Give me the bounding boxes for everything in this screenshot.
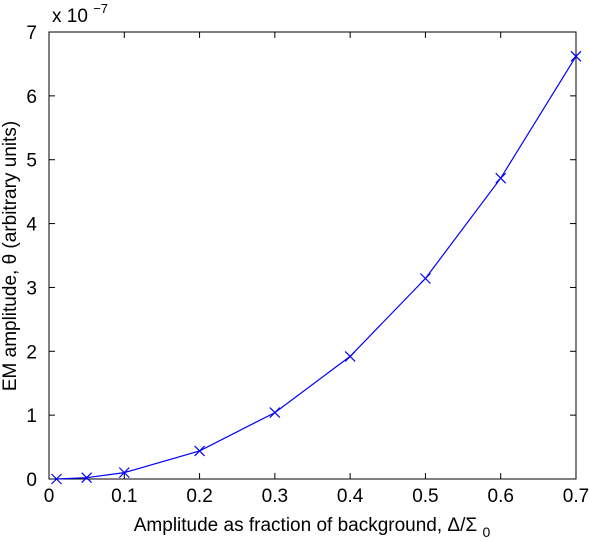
data-point-marker xyxy=(51,473,62,485)
x-tick-label: 0.6 xyxy=(488,486,514,507)
marker-stroke xyxy=(81,472,93,484)
data-point-marker xyxy=(81,472,93,484)
y-tick-label: 6 xyxy=(26,87,37,108)
tick-labels: 0 0.1 0.2 0.3 0.4 0.5 0.6 0.7 0 1 2 3 4 5 6 7 xyxy=(26,23,589,507)
x-axis-label-main: Amplitude as fraction of background, Δ/Σ xyxy=(134,515,477,536)
data-point-marker xyxy=(495,172,507,184)
x-tick-label: 0.4 xyxy=(337,486,364,507)
y-multiplier-base: x 10 xyxy=(52,6,88,27)
y-tick-label: 4 xyxy=(26,215,37,236)
y-tick-label: 0 xyxy=(26,470,37,491)
marker-stroke xyxy=(420,273,431,284)
x-tick-label: 0.3 xyxy=(262,486,288,507)
y-tick-label: 1 xyxy=(26,406,37,427)
y-tick-label: 5 xyxy=(26,151,37,172)
marker-stroke xyxy=(51,473,62,485)
marker-stroke xyxy=(118,467,130,479)
x-tick-label: 0.5 xyxy=(412,486,438,507)
data-point-marker xyxy=(269,407,281,419)
data-point-marker xyxy=(194,445,205,457)
marker-stroke xyxy=(269,407,281,419)
y-axis-label: EM amplitude, θ (arbitrary units) xyxy=(0,121,21,391)
y-multiplier-exponent: −7 xyxy=(93,1,108,16)
y-tick-label: 2 xyxy=(26,342,37,363)
tick-marks xyxy=(48,31,577,480)
plot-area xyxy=(48,31,577,480)
series-group xyxy=(51,50,582,485)
x-tick-label: 0.1 xyxy=(111,486,137,507)
y-tick-label: 7 xyxy=(26,23,37,44)
y-multiplier: x 10 −7 xyxy=(52,1,108,27)
y-tick-label: 3 xyxy=(26,278,37,299)
x-axis-label-subscript: 0 xyxy=(482,524,490,540)
x-tick-label: 0.7 xyxy=(563,486,589,507)
marker-stroke xyxy=(344,350,356,362)
marker-stroke xyxy=(495,172,507,184)
marker-stroke xyxy=(194,445,205,457)
marker-stroke xyxy=(570,50,582,62)
data-point-marker xyxy=(570,50,582,62)
data-point-marker xyxy=(118,467,130,479)
data-point-marker xyxy=(344,350,356,362)
x-axis-label: Amplitude as fraction of background, Δ/Σ… xyxy=(134,515,491,540)
data-point-marker xyxy=(420,273,431,284)
x-tick-label: 0.2 xyxy=(186,486,212,507)
x-tick-label: 0 xyxy=(44,486,55,507)
